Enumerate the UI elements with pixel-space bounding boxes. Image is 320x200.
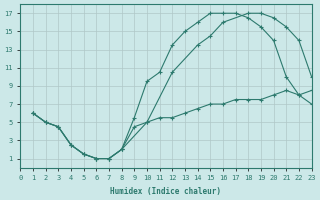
X-axis label: Humidex (Indice chaleur): Humidex (Indice chaleur) [110,187,221,196]
